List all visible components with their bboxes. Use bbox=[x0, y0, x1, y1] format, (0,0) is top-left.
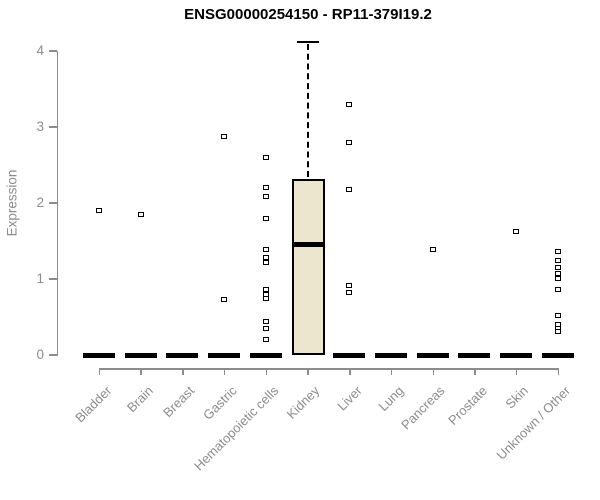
collapsed-box-median bbox=[249, 352, 282, 358]
outlier-point bbox=[554, 286, 561, 292]
x-tick-label: Lung bbox=[375, 383, 407, 415]
y-axis-tick bbox=[49, 278, 57, 280]
collapsed-box-median bbox=[83, 352, 115, 358]
x-axis-tick bbox=[307, 368, 309, 375]
collapsed-box-median bbox=[541, 352, 574, 358]
x-axis-tick bbox=[515, 368, 518, 375]
y-tick-label: 3 bbox=[36, 119, 44, 134]
outlier-point bbox=[262, 295, 269, 301]
y-axis-tick bbox=[49, 354, 57, 356]
x-tick-label: Pancreas bbox=[398, 383, 448, 433]
x-axis-tick bbox=[98, 368, 101, 375]
outlier-point bbox=[346, 289, 353, 295]
outlier-point bbox=[96, 207, 102, 213]
x-axis-tick bbox=[390, 368, 393, 375]
outlier-point bbox=[346, 282, 353, 288]
collapsed-box-median bbox=[500, 352, 533, 358]
outlier-point bbox=[262, 336, 269, 342]
outlier-point bbox=[429, 247, 436, 253]
outlier-point bbox=[554, 264, 561, 270]
outlier-point bbox=[513, 228, 520, 234]
collapsed-box-median bbox=[375, 352, 408, 358]
collapsed-box-median bbox=[416, 352, 449, 358]
outlier-point bbox=[554, 321, 561, 327]
x-axis-tick bbox=[223, 368, 226, 375]
x-tick-label: Breast bbox=[160, 383, 198, 421]
outlier-point bbox=[262, 318, 269, 324]
outlier-point bbox=[554, 313, 561, 319]
chart-title: ENSG00000254150 - RP11-379I19.2 bbox=[184, 6, 432, 23]
x-axis-tick bbox=[474, 368, 476, 375]
outlier-point bbox=[554, 329, 561, 335]
outlier-point bbox=[554, 271, 561, 277]
y-axis-tick bbox=[49, 202, 57, 204]
x-axis-line bbox=[98, 368, 560, 370]
box bbox=[291, 178, 325, 355]
collapsed-box-median bbox=[166, 352, 199, 358]
y-tick-label: 4 bbox=[36, 43, 44, 58]
x-tick-label: Gastric bbox=[199, 383, 240, 423]
y-axis-tick bbox=[49, 50, 57, 52]
outlier-point bbox=[554, 249, 561, 255]
x-axis-tick bbox=[265, 368, 268, 375]
outlier-point bbox=[346, 101, 353, 107]
outlier-point bbox=[262, 326, 269, 332]
outlier-point bbox=[262, 254, 269, 260]
x-axis-tick bbox=[349, 368, 351, 375]
outlier-point bbox=[554, 276, 561, 281]
collapsed-box-median bbox=[458, 352, 491, 358]
collapsed-box-median bbox=[208, 352, 241, 358]
outlier-point bbox=[346, 139, 353, 145]
outlier-point bbox=[262, 193, 269, 199]
collapsed-box-median bbox=[333, 352, 366, 358]
x-tick-label: Unknown / Other bbox=[493, 383, 574, 463]
y-axis-tick bbox=[49, 126, 57, 128]
outlier-point bbox=[262, 184, 269, 190]
whisker-cap bbox=[297, 40, 320, 44]
outlier-point bbox=[262, 247, 269, 253]
outlier-point bbox=[554, 257, 561, 263]
x-tick-label: Brain bbox=[123, 383, 156, 416]
x-axis-tick bbox=[557, 368, 560, 375]
outlier-point bbox=[221, 133, 228, 139]
y-tick-label: 0 bbox=[36, 347, 44, 362]
outlier-point bbox=[262, 215, 269, 221]
x-tick-label: Skin bbox=[502, 383, 532, 412]
x-axis-tick bbox=[432, 368, 434, 375]
y-tick-label: 2 bbox=[36, 195, 44, 210]
x-tick-label: Kidney bbox=[284, 383, 323, 422]
outlier-point bbox=[262, 260, 269, 266]
outlier-point bbox=[221, 297, 228, 303]
outlier-point bbox=[137, 212, 144, 218]
collapsed-box-median bbox=[124, 352, 157, 358]
outlier-point bbox=[262, 155, 269, 161]
x-axis-tick bbox=[140, 368, 142, 375]
x-axis-tick bbox=[182, 368, 184, 375]
x-tick-label: Prostate bbox=[444, 383, 490, 428]
median-line bbox=[291, 241, 325, 247]
x-tick-label: Bladder bbox=[71, 383, 115, 426]
x-tick-label: Liver bbox=[333, 383, 365, 414]
y-tick-label: 1 bbox=[36, 271, 44, 286]
outlier-point bbox=[346, 187, 353, 193]
whisker-line bbox=[307, 43, 310, 177]
y-axis-line bbox=[56, 51, 58, 356]
outlier-point bbox=[262, 286, 269, 292]
